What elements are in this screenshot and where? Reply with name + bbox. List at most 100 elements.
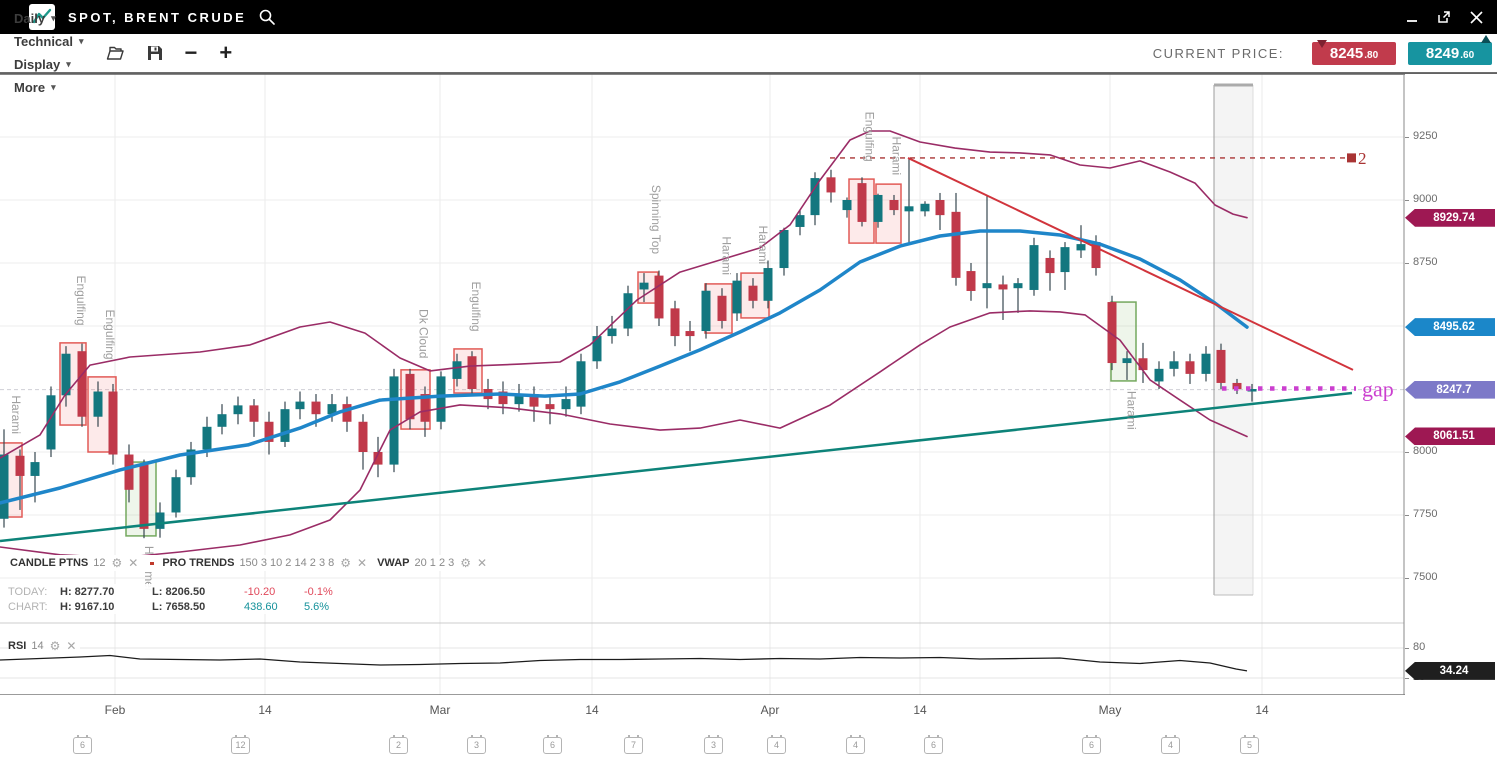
menu-technical[interactable]: Technical ▾	[12, 30, 86, 53]
time-label: Apr	[760, 703, 780, 717]
gear-icon[interactable]: ⚙	[49, 639, 61, 653]
calendar-marker-icon[interactable]: 6	[924, 735, 943, 754]
axis-tick-label: 7750	[1413, 508, 1438, 520]
chevron-down-icon: ▾	[51, 82, 56, 92]
chevron-down-icon: ▾	[51, 13, 56, 23]
gap-label: gap	[1362, 376, 1394, 401]
pattern-label-spinning-top: Spinning Top	[649, 185, 663, 254]
popout-button[interactable]	[1435, 8, 1453, 26]
axis-tick	[1405, 678, 1409, 679]
rsi-legend: RSI 14 ⚙ ✕	[8, 639, 81, 653]
price-badge: 8495.62	[1405, 318, 1495, 337]
axis-tick-label: 8750	[1413, 256, 1438, 268]
symbol-title: SPOT, BRENT CRUDE	[68, 9, 247, 25]
ask-price-badge: 8249.60	[1408, 34, 1492, 65]
title-bar: SPOT, BRENT CRUDE	[0, 0, 1497, 34]
lower-band-line	[0, 310, 1248, 559]
candles	[0, 157, 1257, 539]
selected-bar-highlight	[1214, 85, 1253, 595]
rsi-line	[0, 654, 1248, 672]
rsi-params: 14	[31, 640, 44, 652]
axis-tick	[1405, 515, 1409, 516]
pattern-label-engulfing: Engulfing	[863, 112, 877, 162]
gear-icon[interactable]: ⚙	[340, 556, 352, 570]
axis-tick	[1405, 137, 1409, 138]
time-label: 14	[585, 703, 599, 717]
axis-tick-label: 7500	[1413, 571, 1438, 583]
time-label: 14	[1255, 703, 1269, 717]
level-label: 2	[1358, 149, 1367, 168]
zoom-out-button[interactable]: −	[184, 40, 198, 65]
upper-band-line	[0, 130, 1248, 459]
close-icon[interactable]: ✕	[128, 556, 139, 570]
pattern-label-engulfing: Engulfing	[103, 310, 117, 360]
calendar-marker-icon[interactable]: 5	[1240, 735, 1259, 754]
price-axis[interactable]: 92509000875080007750750080208929.748495.…	[1405, 74, 1497, 695]
pattern-label-harami: Harami	[756, 225, 770, 264]
up-arrow-icon	[1481, 34, 1491, 43]
open-folder-icon[interactable]	[104, 43, 127, 63]
current-price-label: CURRENT PRICE:	[1152, 45, 1284, 61]
gear-icon[interactable]: ⚙	[460, 556, 472, 570]
pattern-label-harami: Harami	[9, 395, 23, 434]
series-dot	[150, 561, 155, 565]
time-label: 14	[913, 703, 927, 717]
close-icon[interactable]: ✕	[357, 556, 368, 570]
calendar-marker-icon[interactable]: 3	[704, 735, 723, 754]
close-icon[interactable]	[1467, 8, 1485, 26]
save-icon[interactable]	[145, 43, 165, 63]
calendar-marker-icon[interactable]: 2	[389, 735, 408, 754]
menu-more[interactable]: More ▾	[12, 76, 58, 99]
rsi-name: RSI	[8, 640, 27, 652]
close-icon[interactable]: ✕	[66, 639, 77, 653]
toolbar: Daily ▾ Technical ▾ Display ▾ More ▾ − + CURREN…	[0, 11, 1497, 95]
axis-tick	[1405, 578, 1409, 579]
indicator-candle-ptns: CANDLE PTNS 12 ⚙ ✕	[10, 556, 139, 570]
time-label: Feb	[104, 703, 126, 717]
stats-row: CHART: H: 9167.10 L: 7658.50 438.60 5.6%	[8, 600, 330, 613]
axis-tick-label: 9250	[1413, 130, 1438, 142]
pattern-label-harami: Harami	[720, 236, 734, 275]
price-badge: 8247.7	[1405, 380, 1495, 399]
axis-tick	[1405, 452, 1409, 453]
zoom-in-button[interactable]: +	[219, 40, 233, 65]
close-icon[interactable]: ✕	[477, 556, 488, 570]
menu-display[interactable]: Display ▾	[12, 53, 73, 76]
time-axis[interactable]: Feb 14 Mar 14 Apr 14 May 14 6 12 2 3 6 7 3 4 4 6 6 4 5	[0, 695, 1497, 759]
gear-icon[interactable]: ⚙	[111, 556, 123, 570]
axis-tick-label: 8000	[1413, 445, 1438, 457]
price-badge: 8061.51	[1405, 427, 1495, 446]
axis-tick	[1405, 200, 1409, 201]
calendar-marker-icon[interactable]: 4	[846, 735, 865, 754]
time-label: 14	[258, 703, 272, 717]
stats-row: TODAY: H: 8277.70 L: 8206.50 -10.20 -0.1%	[8, 585, 333, 598]
minimize-button[interactable]	[1403, 8, 1421, 26]
calendar-marker-icon[interactable]: 12	[231, 735, 250, 754]
calendar-marker-icon[interactable]: 6	[73, 735, 92, 754]
calendar-marker-icon[interactable]: 4	[1161, 735, 1180, 754]
calendar-marker-icon[interactable]: 3	[467, 735, 486, 754]
moving-average-line	[0, 229, 1249, 505]
indicator-pro-trends: PRO TRENDS 150 3 10 2 14 2 3 8 ⚙ ✕	[162, 556, 368, 570]
calendar-marker-icon[interactable]: 7	[624, 735, 643, 754]
calendar-marker-icon[interactable]: 4	[767, 735, 786, 754]
calendar-marker-icon[interactable]: 6	[543, 735, 562, 754]
chevron-down-icon: ▾	[66, 59, 71, 69]
indicator-vwap: VWAP 20 1 2 3 ⚙ ✕	[377, 556, 488, 570]
time-label: May	[1098, 703, 1122, 717]
calendar-marker-icon[interactable]: 6	[1082, 735, 1101, 754]
resistance-trendline	[907, 157, 1354, 371]
pattern-label-engulfing: Engulfing	[469, 282, 483, 332]
pattern-label-dk-cloud: Dk Cloud	[417, 309, 431, 358]
app-logo-icon	[29, 4, 55, 30]
axis-tick	[1405, 263, 1409, 264]
search-icon[interactable]	[258, 8, 276, 26]
axis-tick-label: 80	[1413, 641, 1426, 653]
bid-price-badge: 8245.80	[1312, 39, 1396, 65]
menu-daily[interactable]: Daily ▾	[12, 7, 58, 30]
time-label: Mar	[429, 703, 451, 717]
support-trendline	[0, 391, 1353, 543]
price-badge: 8929.74	[1405, 208, 1495, 227]
